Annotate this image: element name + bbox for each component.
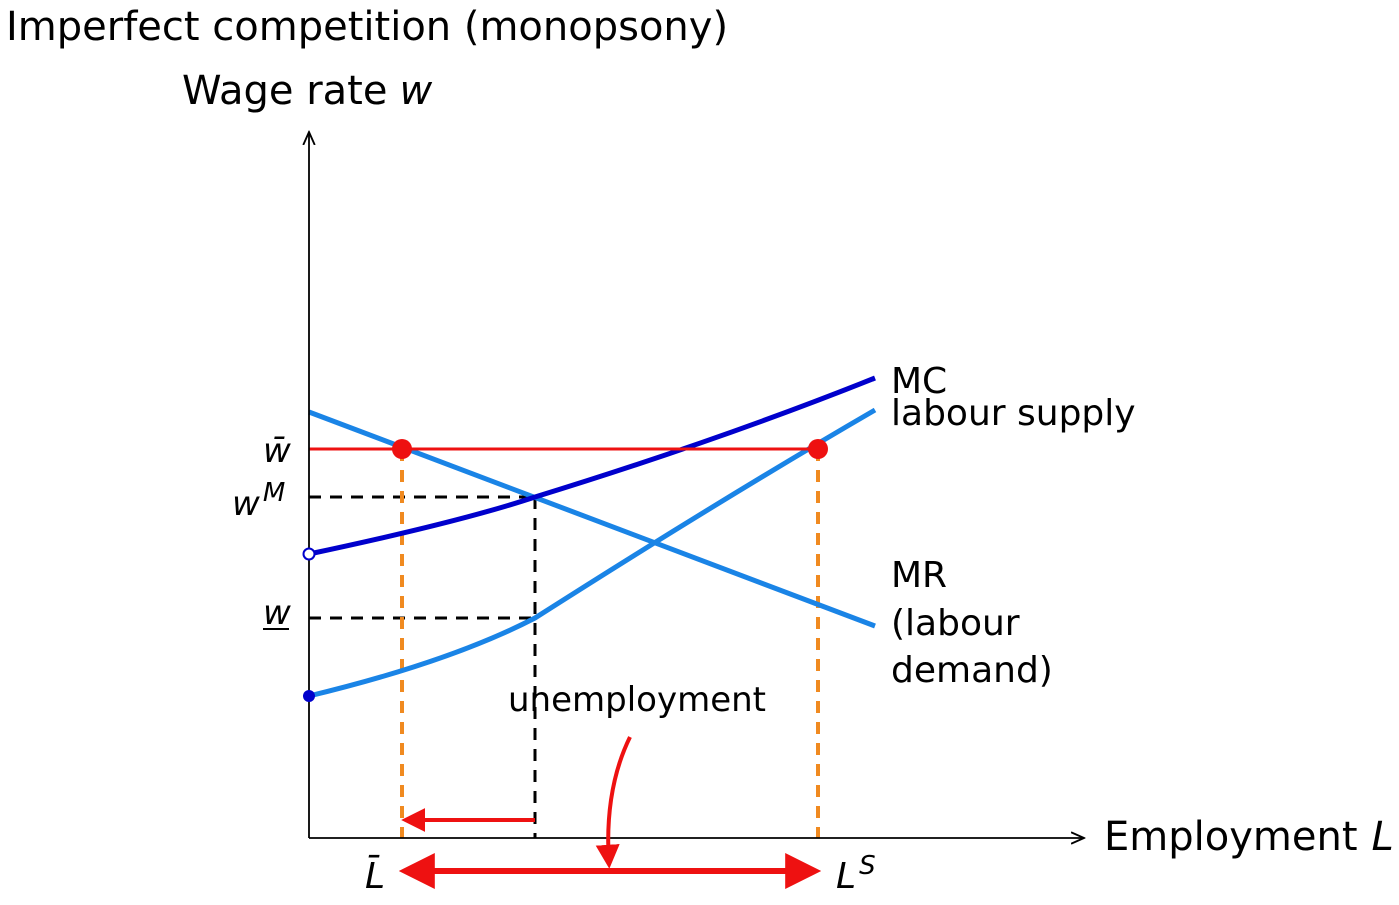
w-bar-label: w̄ [263, 431, 291, 471]
drop-lines [400, 449, 820, 838]
min-wage-demand-point [392, 439, 412, 459]
mr-label-line2: (labour [891, 603, 1020, 644]
y-axis-label: Wage rate w [182, 68, 432, 114]
supply-intercept-dot [303, 690, 315, 702]
mr-label-line1: MR [891, 555, 947, 596]
min-wage-supply-point [808, 439, 828, 459]
x-axis-label: Employment L [1104, 814, 1394, 860]
labour-supply-label: labour supply [891, 393, 1136, 434]
mc-label: MC [891, 361, 947, 402]
mr-label-line3: demand) [891, 650, 1053, 691]
l-bar-label: L̄ [365, 854, 385, 897]
diagram-title: Imperfect competition (monopsony) [6, 4, 728, 50]
mc-intercept-dot [302, 547, 316, 561]
w-low-label: w [263, 593, 291, 633]
unemployment-pointer-arrow [595, 736, 632, 869]
labour-supply-curve [308, 407, 877, 699]
mc-curve [308, 375, 876, 557]
unemployment-label: unemployment [508, 680, 766, 720]
arrows [398, 736, 822, 889]
guide-lines [309, 495, 537, 838]
